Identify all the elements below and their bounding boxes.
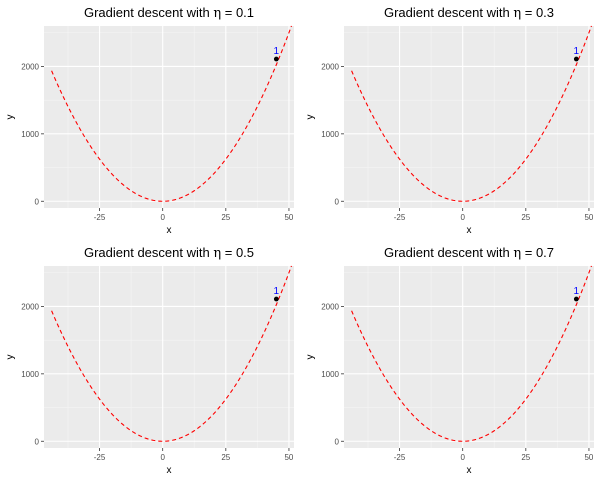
y-tick-label: 1000 — [21, 130, 39, 139]
x-tick-label: 50 — [584, 213, 593, 222]
title-symbol: η — [213, 246, 221, 261]
data-point — [273, 296, 279, 302]
data-point — [573, 56, 579, 62]
x-axis-label: x — [167, 465, 172, 476]
panel-2: -25 0 25 50 0 1000 2000 1 x y Gradient descent wit… — [305, 5, 594, 236]
y-tick-label: 2000 — [321, 62, 339, 71]
data-label: 1 — [274, 46, 280, 57]
y-tick-label: 2000 — [21, 62, 39, 71]
y-tick-label: 0 — [35, 437, 40, 446]
x-tick-label: 0 — [460, 213, 465, 222]
x-tick-label: -25 — [394, 213, 406, 222]
panel-background — [44, 266, 294, 448]
panel-4: -25 0 25 50 0 1000 2000 1 x y Gradient descent wit… — [305, 245, 594, 476]
y-tick-label: 1000 — [21, 370, 39, 379]
x-tick-label: 50 — [284, 213, 293, 222]
x-tick-label: 25 — [221, 453, 230, 462]
x-tick-label: 25 — [221, 213, 230, 222]
panel-background — [344, 26, 594, 208]
data-label: 1 — [274, 286, 280, 297]
title-suffix: = 0.1 — [221, 5, 254, 20]
data-label: 1 — [574, 286, 580, 297]
x-tick-label: -25 — [94, 213, 106, 222]
title-symbol: η — [513, 6, 521, 21]
series-line — [51, 265, 292, 442]
y-tick-label: 2000 — [321, 302, 339, 311]
data-point — [573, 296, 579, 302]
x-tick-label: 0 — [460, 453, 465, 462]
title-suffix: = 0.7 — [521, 245, 554, 260]
panel-background — [44, 26, 294, 208]
title-prefix: Gradient descent with — [384, 245, 513, 260]
x-tick-label: 25 — [521, 213, 530, 222]
panel-1: -25 0 25 50 0 1000 2000 1 x y Gradient descent wit… — [5, 5, 294, 236]
data-label: 1 — [574, 46, 580, 57]
x-tick-label: 50 — [584, 453, 593, 462]
panel-background — [344, 266, 594, 448]
y-axis-label: y — [5, 115, 16, 120]
y-tick-label: 2000 — [21, 302, 39, 311]
title-prefix: Gradient descent with — [84, 5, 213, 20]
y-axis-label: y — [305, 115, 316, 120]
title-symbol: η — [513, 246, 521, 261]
title-symbol: η — [213, 6, 221, 21]
x-tick-label: 0 — [160, 453, 165, 462]
y-tick-label: 1000 — [321, 370, 339, 379]
x-axis-label: x — [167, 225, 172, 236]
chart-title: Gradient descent with η = 0.3 — [384, 5, 554, 21]
y-tick-label: 0 — [35, 197, 40, 206]
series-line — [51, 25, 292, 202]
y-tick-label: 0 — [335, 197, 340, 206]
y-tick-label: 1000 — [321, 130, 339, 139]
y-axis-label: y — [5, 355, 16, 360]
x-axis-label: x — [467, 465, 472, 476]
chart-title: Gradient descent with η = 0.5 — [84, 245, 254, 261]
title-prefix: Gradient descent with — [384, 5, 513, 20]
x-tick-label: -25 — [394, 453, 406, 462]
series-line — [351, 25, 592, 202]
title-suffix: = 0.3 — [521, 5, 554, 20]
series-line — [351, 265, 592, 442]
x-tick-label: 0 — [160, 213, 165, 222]
chart-title: Gradient descent with η = 0.1 — [84, 5, 254, 21]
title-prefix: Gradient descent with — [84, 245, 213, 260]
x-tick-label: 25 — [521, 453, 530, 462]
chart-title: Gradient descent with η = 0.7 — [384, 245, 554, 261]
x-tick-label: -25 — [94, 453, 106, 462]
x-tick-label: 50 — [284, 453, 293, 462]
y-tick-label: 0 — [335, 437, 340, 446]
x-axis-label: x — [467, 225, 472, 236]
title-suffix: = 0.5 — [221, 245, 254, 260]
data-point — [273, 56, 279, 62]
panel-3: -25 0 25 50 0 1000 2000 1 x y Gradient descent wit… — [5, 245, 294, 476]
y-axis-label: y — [305, 355, 316, 360]
